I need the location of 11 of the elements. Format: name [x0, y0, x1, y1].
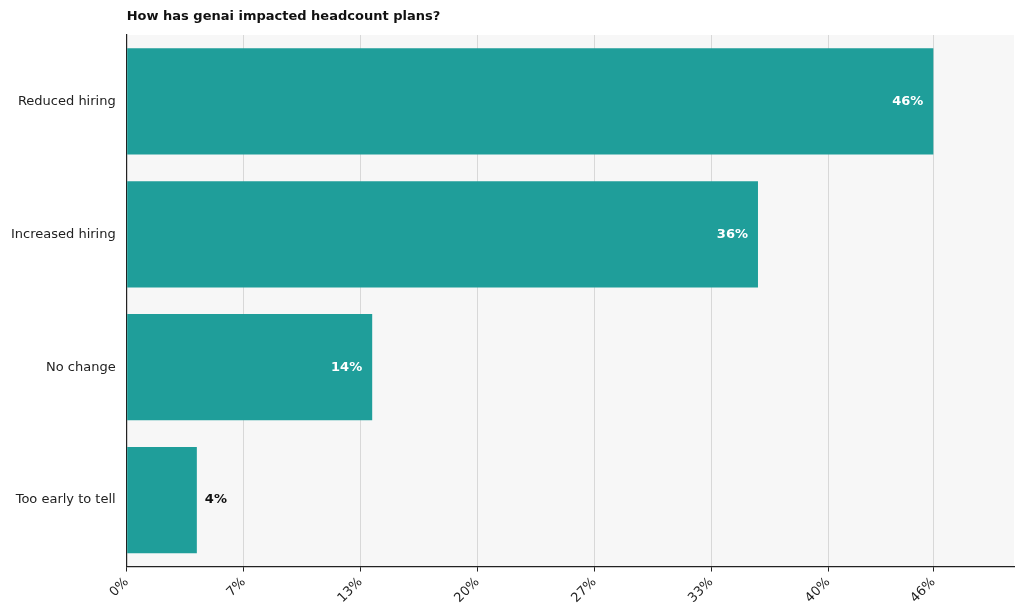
x-tick-label: 0% [106, 573, 132, 600]
y-tick-label: No change [46, 358, 116, 374]
y-tick-label: Reduced hiring [17, 92, 116, 108]
y-tick-label: Too early to tell [14, 491, 116, 507]
data-label: 14% [331, 358, 363, 374]
data-label: 46% [892, 92, 924, 108]
data-label: 4% [204, 491, 227, 507]
chart-title: How has genai impacted headcount plans? [126, 8, 441, 23]
x-tick-label: 7% [222, 573, 249, 600]
data-label: 36% [716, 225, 748, 241]
y-tick-label: Increased hiring [11, 225, 116, 241]
